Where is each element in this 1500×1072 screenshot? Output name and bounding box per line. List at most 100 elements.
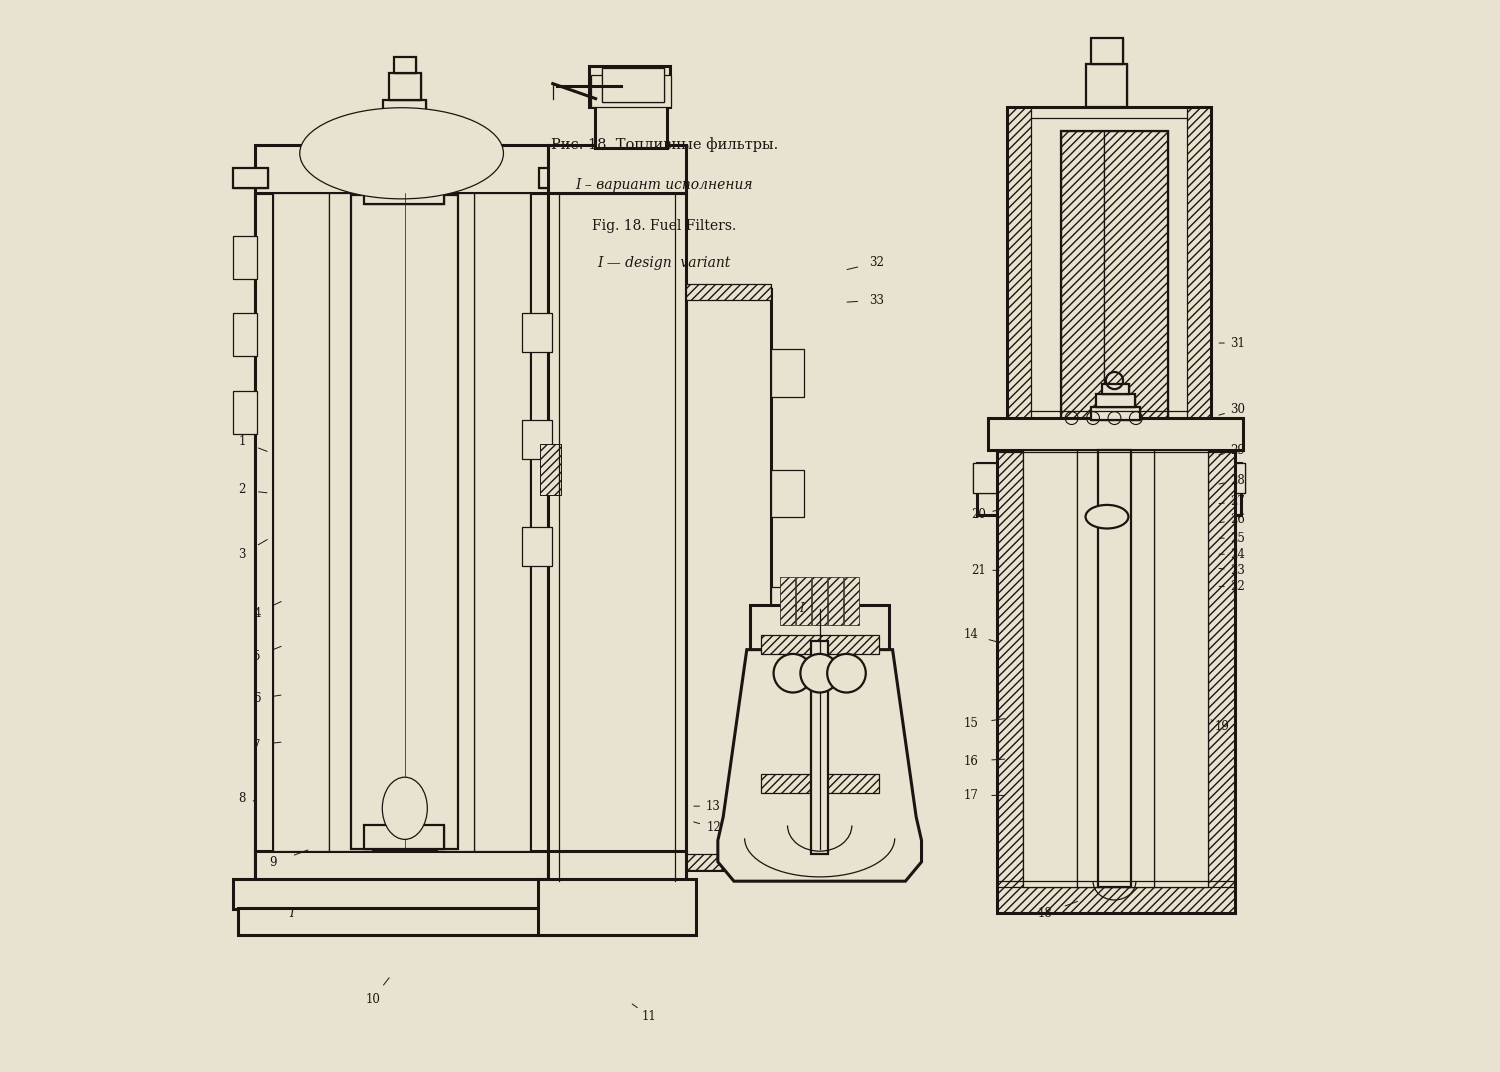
Text: 32: 32 [868, 256, 883, 269]
Bar [234, 168, 267, 188]
Bar [974, 463, 1008, 493]
Bar [1090, 38, 1124, 64]
Bar [1154, 450, 1208, 887]
Bar [1096, 394, 1136, 407]
Bar [522, 527, 552, 566]
Bar [812, 577, 826, 625]
Bar [1098, 450, 1131, 887]
Bar [1077, 450, 1154, 887]
Text: 20: 20 [970, 508, 986, 521]
Bar [372, 193, 436, 851]
Bar [1208, 450, 1234, 913]
Bar [750, 605, 890, 650]
Bar [978, 463, 1240, 515]
Bar [549, 313, 572, 356]
Bar [591, 75, 670, 107]
Bar [394, 57, 416, 73]
Bar [1098, 450, 1108, 887]
Bar [540, 168, 588, 188]
Bar [996, 450, 1234, 913]
Bar [771, 470, 804, 517]
Bar [549, 391, 572, 434]
Bar [255, 145, 549, 193]
Bar [686, 289, 771, 870]
Bar [372, 153, 436, 180]
Bar [594, 103, 668, 148]
Text: 14: 14 [963, 628, 978, 641]
Text: 18: 18 [1038, 907, 1052, 920]
Bar [812, 641, 828, 854]
Bar [1060, 131, 1104, 427]
Bar [388, 73, 422, 100]
Bar [234, 879, 568, 909]
Bar [1023, 450, 1077, 887]
Bar [1090, 38, 1124, 64]
Bar [234, 168, 267, 188]
Bar [1090, 407, 1140, 420]
Bar [828, 577, 843, 625]
Bar [771, 349, 804, 397]
Text: 28: 28 [1230, 474, 1245, 487]
Text: 31: 31 [1230, 337, 1245, 349]
Bar [530, 193, 549, 881]
Text: 15: 15 [963, 717, 978, 730]
Text: 16: 16 [963, 755, 978, 768]
Text: 25: 25 [1230, 532, 1245, 545]
Circle shape [801, 654, 838, 693]
Text: I – вариант исполнения: I – вариант исполнения [576, 178, 753, 193]
Bar [328, 193, 474, 851]
Text: 26: 26 [1230, 513, 1245, 526]
Bar [234, 391, 256, 434]
Ellipse shape [382, 777, 427, 839]
Text: 17: 17 [963, 789, 978, 802]
Bar [996, 887, 1234, 913]
Bar [549, 236, 572, 279]
Text: 24: 24 [1230, 548, 1245, 561]
Bar [1090, 407, 1140, 420]
Text: I: I [800, 602, 804, 615]
Text: 22: 22 [1230, 580, 1245, 593]
Text: 30: 30 [1230, 403, 1245, 416]
Bar [549, 391, 572, 434]
Text: Fig. 18. Fuel Filters.: Fig. 18. Fuel Filters. [592, 219, 736, 234]
Bar [988, 418, 1244, 450]
Text: 3: 3 [238, 548, 246, 561]
Polygon shape [718, 650, 921, 881]
Bar [234, 313, 256, 356]
Bar [549, 145, 686, 193]
Bar [1096, 394, 1136, 407]
Ellipse shape [1086, 505, 1128, 528]
Bar [537, 879, 696, 935]
Text: 29: 29 [1230, 444, 1245, 457]
Bar [394, 57, 416, 73]
Text: I — design  variant: I — design variant [597, 255, 730, 270]
Bar [974, 463, 1008, 493]
Bar [237, 908, 555, 935]
Bar [549, 193, 686, 881]
Circle shape [774, 654, 812, 693]
Bar [237, 908, 555, 935]
Bar [255, 145, 549, 193]
Bar [372, 123, 436, 150]
Text: 9: 9 [268, 857, 276, 869]
Bar [1210, 463, 1245, 493]
Bar [771, 470, 804, 517]
Bar [1060, 131, 1168, 427]
Bar [1120, 450, 1131, 887]
Text: 6: 6 [254, 693, 261, 705]
Bar [686, 854, 771, 870]
Bar [537, 879, 696, 935]
Text: 1: 1 [238, 435, 246, 448]
Bar [522, 420, 552, 459]
Bar [384, 100, 426, 123]
Bar [602, 68, 664, 102]
Bar [780, 577, 795, 625]
Bar [530, 193, 549, 881]
Bar [234, 236, 256, 279]
Bar [796, 577, 812, 625]
Text: 2: 2 [238, 483, 246, 496]
Bar [1101, 384, 1130, 394]
Bar [273, 193, 328, 851]
Text: 5: 5 [254, 650, 261, 662]
Bar [372, 153, 436, 180]
